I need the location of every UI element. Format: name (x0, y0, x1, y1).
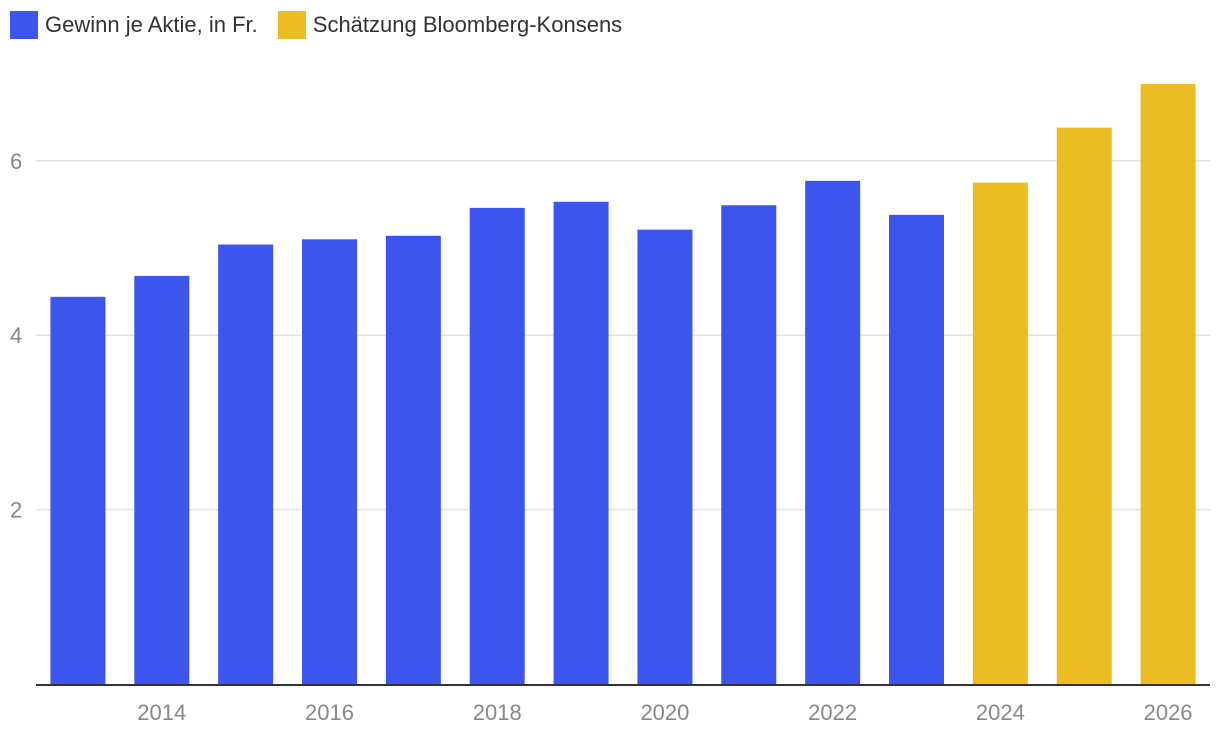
y-axis-labels: 2 4 6 (10, 149, 22, 523)
x-tick-label-2018: 2018 (473, 700, 522, 725)
x-tick-label-2016: 2016 (305, 700, 354, 725)
bars (50, 84, 1195, 684)
x-tick-label-2024: 2024 (976, 700, 1025, 725)
bar-2024 (973, 183, 1028, 684)
x-tick-label-2022: 2022 (808, 700, 857, 725)
x-axis: 2014 2016 2018 2020 2022 2024 2026 (36, 685, 1210, 725)
bar-2022 (805, 181, 860, 684)
bar-2014 (134, 276, 189, 684)
x-tick-label-2026: 2026 (1144, 700, 1193, 725)
x-tick-label-2014: 2014 (137, 700, 186, 725)
bar-2026 (1141, 84, 1196, 684)
y-tick-label-2: 2 (10, 498, 22, 523)
bar-2017 (386, 236, 441, 684)
bar-2018 (470, 208, 525, 684)
grid-lines (36, 161, 1210, 510)
bar-2025 (1057, 128, 1112, 684)
y-tick-label-6: 6 (10, 149, 22, 174)
bar-2013 (50, 297, 105, 684)
bar-2021 (721, 205, 776, 684)
bar-2016 (302, 239, 357, 684)
y-tick-label-4: 4 (10, 323, 22, 348)
bar-2020 (637, 230, 692, 684)
bar-2019 (554, 202, 609, 684)
bar-2023 (889, 215, 944, 684)
bar-2015 (218, 245, 273, 684)
x-tick-label-2020: 2020 (640, 700, 689, 725)
